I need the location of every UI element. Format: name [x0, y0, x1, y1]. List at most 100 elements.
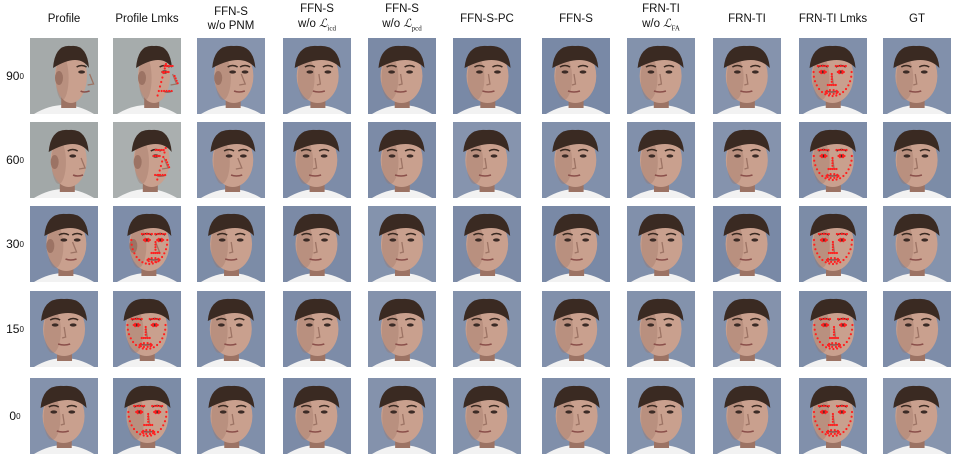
landmark-dot [159, 164, 162, 168]
landmark-dot [850, 75, 853, 78]
mouth [394, 90, 407, 93]
landmark-dot [144, 262, 147, 265]
loss-symbol: ℒpcd [403, 16, 422, 33]
face-image-profile-lmks-90 [113, 38, 181, 114]
landmark-dot [841, 72, 844, 75]
nose [575, 413, 580, 426]
landmark-dot [816, 337, 819, 340]
landmark-dot [819, 64, 822, 68]
landmark-dot [137, 322, 140, 325]
eye [390, 410, 398, 414]
face-image-ffn-s-wo-lpcd-90 [368, 38, 436, 114]
landmark-dot [831, 251, 834, 255]
landmark-dot [154, 248, 157, 251]
landmark-dot [829, 176, 832, 179]
shirt [717, 105, 777, 114]
landmark-dot [139, 412, 142, 415]
shirt [803, 273, 863, 282]
hair [463, 298, 510, 321]
landmark-dot [154, 243, 157, 246]
landmark-dot [834, 342, 837, 345]
eye [73, 238, 81, 242]
landmark-dot [824, 433, 827, 436]
face-image-ffn-s-15 [542, 291, 610, 367]
eye [648, 410, 656, 414]
landmark-dot [823, 153, 827, 156]
landmark-dot [840, 404, 843, 408]
column-header-line1: FRN-TI [728, 13, 766, 25]
column-header-ffn-s-pc: FFN-S-PC [439, 2, 535, 36]
landmark-dot [126, 323, 129, 327]
nose [161, 157, 169, 170]
landmark-dot [164, 62, 168, 66]
landmark-dot [826, 83, 829, 87]
landmark-dot [149, 347, 152, 350]
landmark-dot [821, 317, 824, 321]
eye [666, 410, 674, 414]
shirt [372, 105, 432, 114]
landmark-dot [154, 240, 157, 244]
nose [70, 241, 78, 254]
landmark-dot [814, 248, 817, 251]
eye [751, 238, 759, 242]
nose [316, 326, 321, 339]
landmark-dot [821, 174, 824, 178]
mouth [739, 258, 753, 261]
nose [230, 413, 235, 426]
eye [904, 323, 912, 327]
landmark-dot [144, 325, 147, 329]
landmark-dot [167, 70, 170, 74]
landmark-dot [818, 87, 821, 91]
shirt [546, 105, 606, 114]
landmark-dot [847, 168, 850, 171]
hair [637, 129, 684, 152]
shirt [201, 358, 261, 367]
face-image-frn-ti-wo-lfa-90 [627, 38, 695, 114]
landmark-dot [831, 248, 834, 251]
face-image-gt-90 [883, 38, 951, 114]
eye [733, 70, 741, 74]
loss-symbol: ℒFA [663, 16, 680, 33]
hair [809, 213, 856, 236]
landmark-dot [828, 89, 831, 92]
landmark-dot [150, 434, 153, 437]
landmark-dot [830, 80, 833, 83]
face-image-profile-lmks-0 [113, 378, 181, 454]
shirt [117, 189, 177, 198]
landmark-dot [142, 336, 145, 340]
eye [491, 323, 499, 327]
landmark-dot [150, 232, 153, 236]
landmark-dot [845, 148, 848, 152]
eye [903, 154, 911, 158]
landmark-dot [149, 423, 152, 427]
ear [55, 71, 63, 85]
shirt [372, 273, 432, 282]
landmark-dot [850, 410, 854, 414]
landmark-dot [842, 237, 845, 240]
landmark-dot [823, 72, 826, 75]
mouth [57, 343, 71, 346]
landmark-dot [817, 404, 820, 408]
face-image-profile-lmks-30 [113, 206, 181, 282]
landmark-dot [146, 336, 149, 340]
mouth [80, 90, 90, 93]
hair [553, 385, 600, 408]
landmark-dot [138, 317, 141, 321]
landmark-dot [825, 232, 828, 236]
hair [723, 298, 770, 321]
landmark-dot [146, 342, 149, 345]
face-image-gt-15 [883, 291, 951, 367]
landmark-dot [834, 64, 837, 68]
mouth [655, 258, 669, 261]
landmark-dot [831, 240, 834, 244]
face-image-gt-60 [883, 122, 951, 198]
landmark-dot [165, 243, 169, 246]
landmark-dot [830, 260, 833, 263]
shirt [457, 273, 517, 282]
ear [133, 155, 142, 169]
nose [399, 326, 404, 339]
hair [553, 213, 600, 236]
column-header-line1: Profile Lmks [115, 13, 179, 25]
eye [323, 323, 331, 327]
landmark-dot [823, 69, 826, 72]
